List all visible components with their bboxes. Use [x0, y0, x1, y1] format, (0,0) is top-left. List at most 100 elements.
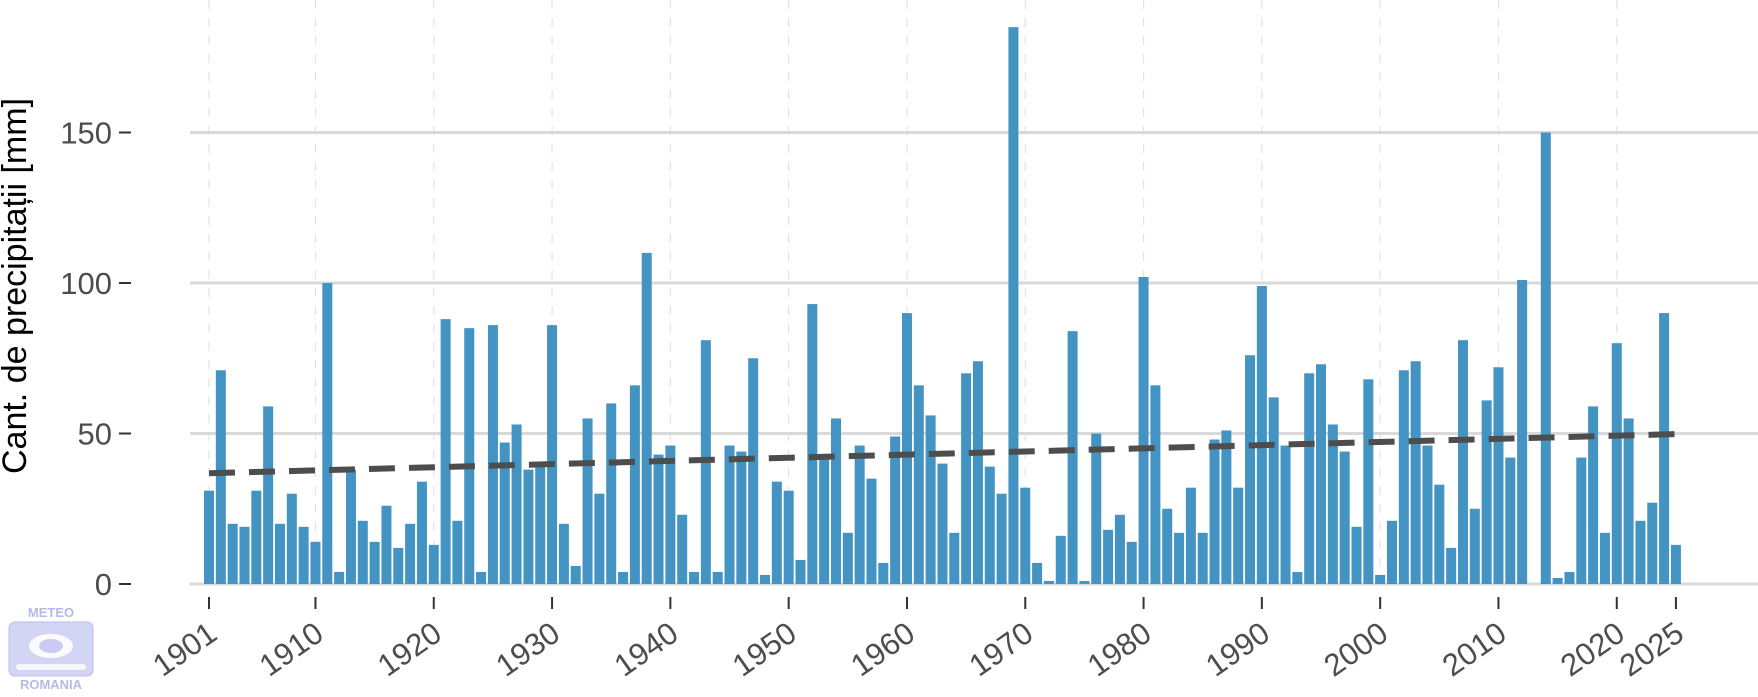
bar-1960 [902, 313, 912, 584]
bar-1991 [1269, 397, 1279, 584]
bar-1936 [618, 572, 628, 584]
bar-1921 [441, 319, 451, 584]
bar-1944 [713, 572, 723, 584]
bar-1979 [1127, 542, 1137, 584]
bar-1981 [1150, 385, 1160, 584]
bar-2012 [1517, 280, 1527, 584]
bar-1906 [263, 406, 273, 584]
y-tick-label: 150 [60, 116, 112, 151]
x-tick-label: 2000 [1318, 615, 1395, 683]
bar-1997 [1340, 452, 1350, 584]
bar-1938 [642, 253, 652, 584]
bar-2020 [1612, 343, 1622, 584]
bar-1916 [381, 506, 391, 584]
bar-2009 [1482, 400, 1492, 584]
bar-1909 [299, 527, 309, 584]
bar-1930 [547, 325, 557, 584]
bar-1939 [654, 455, 664, 584]
bar-1959 [890, 437, 900, 584]
bar-1993 [1292, 572, 1302, 584]
bar-1977 [1103, 530, 1113, 584]
bar-1982 [1162, 509, 1172, 584]
logo-text-bottom: ROMANIA [20, 677, 83, 692]
x-tick-label: 1930 [490, 615, 567, 683]
bar-2015 [1553, 578, 1563, 584]
bar-2025 [1671, 545, 1681, 584]
x-tick-label: 1970 [963, 615, 1040, 683]
bar-1964 [949, 533, 959, 584]
bar-1970 [1020, 488, 1030, 584]
bar-2003 [1411, 361, 1421, 584]
bar-1907 [275, 524, 285, 584]
bar-2016 [1564, 572, 1574, 584]
bar-1996 [1328, 424, 1338, 584]
bar-1948 [760, 575, 770, 584]
bar-1984 [1186, 488, 1196, 584]
bar-1917 [393, 548, 403, 584]
bar-1973 [1056, 536, 1066, 584]
bar-1925 [488, 325, 498, 584]
bar-1966 [973, 361, 983, 584]
bar-1980 [1139, 277, 1149, 584]
bar-2011 [1505, 458, 1515, 584]
bar-1983 [1174, 533, 1184, 584]
x-tick-label: 2010 [1436, 615, 1513, 683]
bar-1940 [665, 446, 675, 584]
bar-1967 [985, 467, 995, 584]
bar-1962 [926, 415, 936, 584]
bar-2022 [1635, 521, 1645, 584]
bar-1912 [334, 572, 344, 584]
x-tick-label: 1910 [253, 615, 330, 683]
bar-1957 [866, 479, 876, 584]
bar-1949 [772, 482, 782, 584]
bar-2010 [1493, 367, 1503, 584]
bar-1924 [476, 572, 486, 584]
bar-1953 [819, 458, 829, 584]
bar-1999 [1363, 379, 1373, 584]
bar-1902 [216, 370, 226, 584]
bar-1971 [1032, 563, 1042, 584]
y-axis-title: Cant. de precipitații [mm] [0, 98, 34, 474]
bar-2014 [1541, 133, 1551, 585]
bar-1998 [1352, 527, 1362, 584]
bar-1937 [630, 385, 640, 584]
bar-1935 [606, 403, 616, 584]
bar-1988 [1233, 488, 1243, 584]
bar-1989 [1245, 355, 1255, 584]
y-tick-label: 0 [95, 567, 112, 602]
x-tick-label: 1901 [146, 615, 223, 683]
bar-1929 [535, 464, 545, 584]
bar-2005 [1434, 485, 1444, 584]
bar-1955 [843, 533, 853, 584]
bar-1911 [322, 283, 332, 584]
bar-2019 [1600, 533, 1610, 584]
bar-1986 [1210, 440, 1220, 584]
x-tick-label: 1920 [371, 615, 448, 683]
bar-1942 [689, 572, 699, 584]
bar-1965 [961, 373, 971, 584]
bar-1976 [1091, 434, 1101, 585]
bar-1932 [571, 566, 581, 584]
bar-1922 [452, 521, 462, 584]
x-tick-label: 1960 [844, 615, 921, 683]
x-tick-label: 1950 [726, 615, 803, 683]
bar-1915 [370, 542, 380, 584]
logo-text-top: METEO [28, 606, 74, 620]
bar-1956 [855, 446, 865, 584]
bar-1972 [1044, 581, 1054, 584]
bar-1947 [748, 358, 758, 584]
bar-1968 [997, 494, 1007, 584]
bar-1941 [677, 515, 687, 584]
bar-1933 [583, 418, 593, 584]
bar-1992 [1281, 446, 1291, 584]
bar-1918 [405, 524, 415, 584]
bar-2024 [1659, 313, 1669, 584]
bar-1961 [914, 385, 924, 584]
bars [204, 27, 1681, 584]
x-tick-label: 1980 [1081, 615, 1158, 683]
bar-1904 [239, 527, 249, 584]
bar-2002 [1399, 370, 1409, 584]
